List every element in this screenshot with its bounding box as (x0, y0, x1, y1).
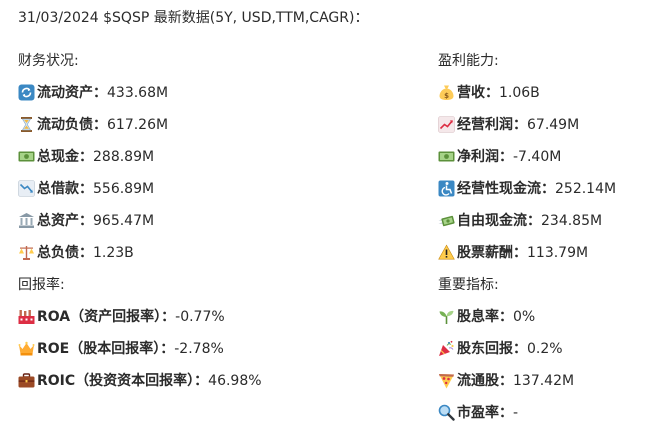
chart-up-icon (438, 116, 455, 133)
profitability-item-net-profit: 净利润： -7.40M (438, 147, 616, 179)
item-label: 营收： (457, 85, 499, 101)
returns-heading: 回报率: (18, 277, 65, 293)
crown-icon (18, 340, 35, 357)
item-label: 流动负债： (37, 117, 107, 133)
profitability-heading: 盈利能力: (438, 53, 499, 69)
item-value: 1.06B (499, 85, 540, 101)
item-value: 0% (513, 309, 536, 325)
item-label: 自由现金流： (457, 213, 541, 229)
item-value: 0.2% (527, 341, 563, 357)
financial-item-total-cash: 总现金： 288.89M (18, 147, 262, 179)
item-label: 净利润： (457, 149, 513, 165)
refresh-icon (18, 84, 35, 101)
warning-icon (438, 244, 455, 261)
indicators-item-shareholder-return: 股东回报： 0.2% (438, 339, 616, 371)
item-label: ROA（资产回报率）： (37, 309, 176, 325)
item-label: 市盈率： (457, 405, 513, 421)
seedling-icon (438, 308, 455, 325)
indicators-item-pe-ratio: 市盈率： - (438, 403, 616, 435)
item-label: 股票薪酬： (457, 245, 527, 261)
item-value: - (513, 405, 519, 421)
profitability-item-stock-compensation: 股票薪酬： 113.79M (438, 243, 616, 275)
returns-item-roe: ROE（股本回报率）： -2.78% (18, 339, 262, 371)
item-value: 433.68M (107, 85, 169, 101)
item-label: 总借款： (37, 181, 93, 197)
chart-down-icon (18, 180, 35, 197)
factory-icon (18, 308, 35, 325)
item-value: 556.89M (93, 181, 155, 197)
financial-item-total-assets: 总资产： 965.47M (18, 211, 262, 243)
item-value: -0.77% (175, 309, 225, 325)
indicators-item-float-shares: 流通股： 137.42M (438, 371, 616, 403)
item-value: 965.47M (93, 213, 155, 229)
cash-icon (18, 148, 35, 165)
item-value: 234.85M (541, 213, 603, 229)
item-value: 137.42M (513, 373, 575, 389)
item-label: 总负债： (37, 245, 93, 261)
profitability-item-free-cashflow: 自由现金流： 234.85M (438, 211, 616, 243)
financial-item-total-liabilities: 总负债： 1.23B (18, 243, 262, 275)
item-value: 67.49M (527, 117, 580, 133)
profitability-item-revenue: $ 营收： 1.06B (438, 83, 616, 115)
cash-icon (438, 148, 455, 165)
financial-heading: 财务状况: (18, 53, 79, 69)
item-label: ROE（股本回报率）： (37, 341, 175, 357)
accessible-icon (438, 180, 455, 197)
money-wings-icon (438, 212, 455, 229)
briefcase-icon (18, 372, 35, 389)
item-label: 流动资产： (37, 85, 107, 101)
item-value: 288.89M (93, 149, 155, 165)
item-label: 总资产： (37, 213, 93, 229)
item-label: 经营性现金流： (457, 181, 555, 197)
item-value: 46.98% (208, 373, 262, 389)
bank-icon (18, 212, 35, 229)
financial-item-total-borrowing: 总借款： 556.89M (18, 179, 262, 211)
item-label: ROIC（投资资本回报率）： (37, 373, 209, 389)
scale-icon (18, 244, 35, 261)
money-bag-icon: $ (438, 84, 455, 101)
svg-text:$: $ (444, 92, 449, 100)
item-label: 流通股： (457, 373, 513, 389)
financial-item-current-assets: 流动资产： 433.68M (18, 83, 262, 115)
financial-item-current-liabilities: 流动负债： 617.26M (18, 115, 262, 147)
indicators-heading: 重要指标: (438, 277, 499, 293)
item-label: 股息率： (457, 309, 513, 325)
item-label: 股东回报： (457, 341, 527, 357)
item-value: 1.23B (93, 245, 134, 261)
item-value: -7.40M (513, 149, 562, 165)
profitability-item-operating-profit: 经营利润： 67.49M (438, 115, 616, 147)
hourglass-icon (18, 116, 35, 133)
profitability-item-operating-cashflow: 经营性现金流： 252.14M (438, 179, 616, 211)
right-column: 盈利能力: $ 营收： 1.06B 经营利润： 67.49M 净利润： -7.4… (438, 51, 616, 435)
item-value: 113.79M (527, 245, 589, 261)
indicators-item-dividend-yield: 股息率： 0% (438, 307, 616, 339)
party-popper-icon (438, 340, 455, 357)
item-label: 总现金： (37, 149, 93, 165)
page-title: 31/03/2024 $SQSP 最新数据(5Y, USD,TTM,CAGR)： (18, 10, 369, 26)
item-value: 252.14M (555, 181, 617, 197)
item-value: 617.26M (107, 117, 169, 133)
magnifier-icon (438, 404, 455, 421)
item-value: -2.78% (174, 341, 224, 357)
pizza-icon (438, 372, 455, 389)
left-column: 财务状况: 流动资产： 433.68M 流动负债： 617.26M 总现金： 2… (18, 51, 262, 403)
returns-item-roic: ROIC（投资资本回报率）： 46.98% (18, 371, 262, 403)
item-label: 经营利润： (457, 117, 527, 133)
returns-item-roa: ROA（资产回报率）： -0.77% (18, 307, 262, 339)
